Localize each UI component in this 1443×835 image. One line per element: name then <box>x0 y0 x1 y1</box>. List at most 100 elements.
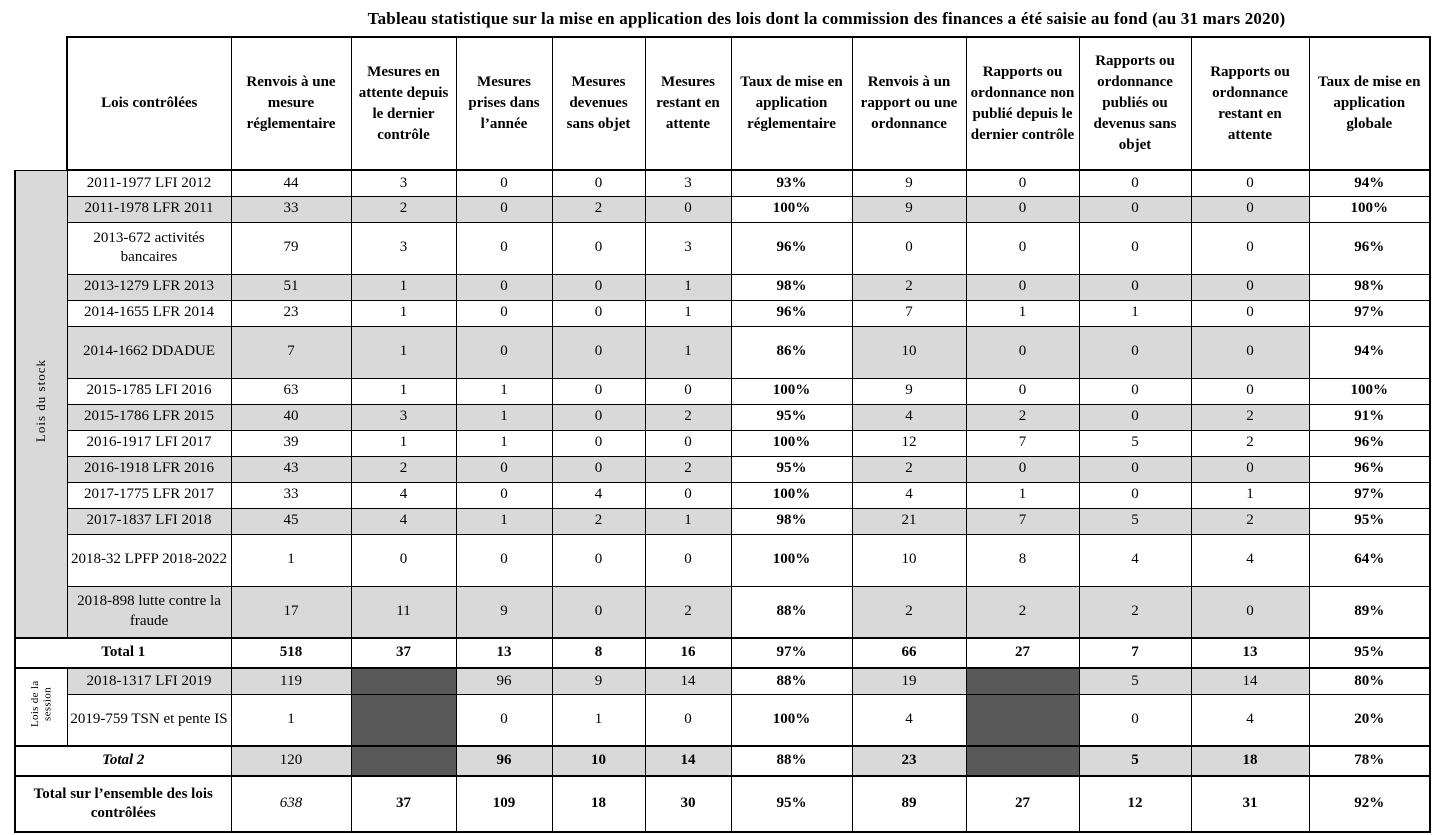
blocked-cell <box>965 667 1080 695</box>
value-cell: 0 <box>644 377 732 405</box>
value-cell: 0 <box>965 455 1080 483</box>
value-cell: 0 <box>644 481 732 509</box>
statistics-table: Lois contrôlées Renvois à une mesure régl… <box>14 36 1431 833</box>
value-cell: 39 <box>230 429 352 457</box>
value-cell: 1 <box>644 325 732 379</box>
value-cell: 0 <box>1078 481 1192 509</box>
value-cell: 18 <box>1190 745 1310 777</box>
value-cell: 1 <box>350 377 457 405</box>
rate-cell: 96% <box>1308 221 1431 275</box>
value-cell: 3 <box>350 403 457 431</box>
table-row: Lois de la session 2018-1317 LFI 2019 119 9… <box>14 667 1431 747</box>
rate-cell: 98% <box>730 507 853 535</box>
value-cell: 2 <box>1190 403 1310 431</box>
table-row: 2017-1775 LFR 2017 33 4 0 4 0 100% 4 1 0 1 97% <box>15 481 1431 509</box>
value-cell: 1 <box>965 299 1080 327</box>
value-cell: 1 <box>644 273 732 301</box>
value-cell: 1 <box>551 693 646 747</box>
law-name-cell: 2019-759 TSN et pente IS <box>66 693 232 747</box>
value-cell: 0 <box>455 481 553 509</box>
value-cell: 7 <box>230 325 352 379</box>
value-cell: 2 <box>1190 429 1310 457</box>
rate-cell: 93% <box>730 169 853 197</box>
rate-cell: 88% <box>730 585 853 639</box>
value-cell: 0 <box>551 377 646 405</box>
value-cell: 4 <box>551 481 646 509</box>
value-cell: 2 <box>965 585 1080 639</box>
column-header: Taux de mise en application globale <box>1308 36 1431 171</box>
law-name-cell: 2018-898 lutte contre la fraude <box>66 585 232 639</box>
column-header: Mesures en attente depuis le dernier con… <box>350 36 457 171</box>
value-cell: 4 <box>851 693 967 747</box>
table-row: Total 1 518 37 13 8 16 97% 66 27 7 13 95% <box>14 637 1431 669</box>
total-label: Total sur l’ensemble des lois contrôlées <box>14 775 232 833</box>
value-cell: 4 <box>350 481 457 509</box>
table-row: 2013-672 activités bancaires 79 3 0 0 3 96% 0 0 0… <box>15 221 1431 275</box>
value-cell: 11 <box>350 585 457 639</box>
value-cell: 10 <box>551 745 646 777</box>
value-cell: 1 <box>455 507 553 535</box>
value-cell: 0 <box>965 195 1080 223</box>
value-cell: 0 <box>1190 221 1310 275</box>
table-row: 2015-1786 LFR 2015 40 3 1 0 2 95% 4 2 0 2 91% <box>15 403 1431 431</box>
value-cell: 4 <box>1190 533 1310 587</box>
value-cell: 0 <box>1190 455 1310 483</box>
total-label: Total 1 <box>14 637 232 669</box>
group-label-text: Lois de la session <box>28 680 54 727</box>
column-header: Renvois à une mesure réglementaire <box>230 36 352 171</box>
value-cell: 0 <box>965 273 1080 301</box>
value-cell: 0 <box>1078 377 1192 405</box>
value-cell: 44 <box>230 169 352 197</box>
value-cell: 1 <box>644 507 732 535</box>
value-cell: 3 <box>350 169 457 197</box>
value-cell: 51 <box>230 273 352 301</box>
group-label-text: Lois du stock <box>32 358 48 443</box>
total-label: Total 2 <box>14 745 232 777</box>
rate-cell: 95% <box>730 775 853 833</box>
group-label-stock: Lois du stock <box>14 169 68 639</box>
value-cell: 0 <box>965 377 1080 405</box>
value-cell: 0 <box>551 325 646 379</box>
rate-cell: 97% <box>730 637 853 669</box>
table-row: 2019-759 TSN et pente IS 1 0 1 0 100% 4 0 4 20% <box>15 693 1431 747</box>
value-cell: 2 <box>551 507 646 535</box>
value-cell: 3 <box>644 169 732 197</box>
value-cell: 9 <box>851 377 967 405</box>
value-cell: 2 <box>644 403 732 431</box>
value-cell: 10 <box>851 533 967 587</box>
value-cell: 638 <box>230 775 352 833</box>
table-row: 2017-1837 LFI 2018 45 4 1 2 1 98% 21 7 5 2 95% <box>15 507 1431 535</box>
value-cell: 3 <box>350 221 457 275</box>
value-cell: 1 <box>1190 481 1310 509</box>
table-row: 2015-1785 LFI 2016 63 1 1 0 0 100% 9 0 0 0 100% <box>15 377 1431 405</box>
value-cell: 0 <box>1078 693 1192 747</box>
rate-cell: 100% <box>1308 195 1431 223</box>
value-cell: 10 <box>851 325 967 379</box>
rate-cell: 100% <box>730 429 853 457</box>
rate-cell: 96% <box>1308 455 1431 483</box>
value-cell: 3 <box>644 221 732 275</box>
value-cell: 0 <box>1190 273 1310 301</box>
table-row: 2011-1978 LFR 2011 33 2 0 2 0 100% 9 0 0 0 100% <box>15 195 1431 223</box>
blocked-cell <box>350 693 457 747</box>
rate-cell: 78% <box>1308 745 1431 777</box>
value-cell: 1 <box>965 481 1080 509</box>
law-name-cell: 2014-1662 DDADUE <box>66 325 232 379</box>
rate-cell: 80% <box>1308 667 1431 695</box>
value-cell: 2 <box>965 403 1080 431</box>
value-cell: 37 <box>350 775 457 833</box>
rate-cell: 100% <box>730 693 853 747</box>
blocked-cell <box>350 667 457 695</box>
rate-cell: 100% <box>1308 377 1431 405</box>
value-cell: 43 <box>230 455 352 483</box>
value-cell: 0 <box>965 325 1080 379</box>
value-cell: 14 <box>1190 667 1310 695</box>
value-cell: 1 <box>350 429 457 457</box>
value-cell: 2 <box>644 455 732 483</box>
value-cell: 12 <box>851 429 967 457</box>
law-name-cell: 2017-1775 LFR 2017 <box>66 481 232 509</box>
value-cell: 119 <box>230 667 352 695</box>
value-cell: 4 <box>851 481 967 509</box>
value-cell: 0 <box>551 273 646 301</box>
value-cell: 0 <box>551 429 646 457</box>
